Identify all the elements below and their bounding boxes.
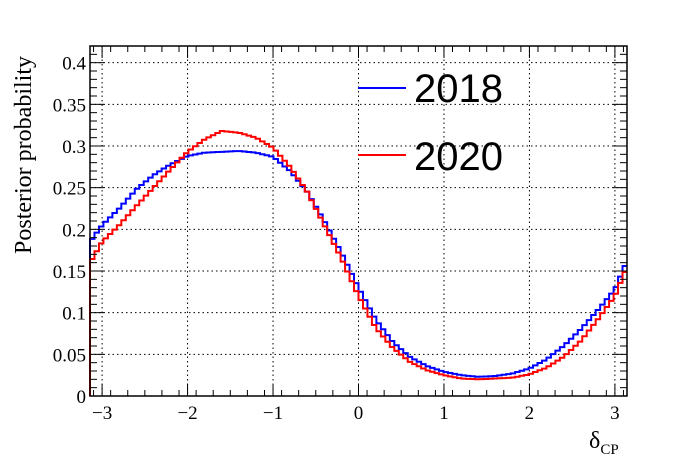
x-tick-label: −3: [92, 403, 112, 424]
series-layer: [89, 130, 627, 396]
y-tick-label: 0.3: [62, 137, 86, 158]
x-axis-label: δCP: [589, 428, 619, 458]
series-line-2020: [89, 130, 627, 396]
y-tick-label: 0.4: [62, 54, 86, 75]
y-tick-label: 0.35: [53, 95, 86, 116]
x-tick-label: 3: [610, 403, 620, 424]
x-tick-label: −2: [177, 403, 197, 424]
y-tick-label: 0.25: [53, 179, 86, 200]
y-tick-label: 0.2: [62, 220, 86, 241]
y-tick-label: 0.15: [53, 262, 86, 283]
tick-labels: −3 −2 −1 0 1 2 3 0 0.05 0.1 0.15 0.2 0.25 0.3 0.35 0.4: [53, 54, 620, 424]
x-tick-label: −1: [263, 403, 283, 424]
x-tick-label: 0: [354, 403, 364, 424]
ticks: [90, 46, 627, 397]
y-axis-label: Posterior probability: [11, 56, 37, 254]
legend-label-2018: 2018: [414, 67, 503, 111]
y-tick-label: 0: [77, 387, 87, 408]
legend: 2018 2020: [358, 67, 503, 179]
y-tick-label: 0.05: [53, 345, 86, 366]
x-tick-label: 1: [439, 403, 449, 424]
x-tick-label: 2: [525, 403, 535, 424]
legend-label-2020: 2020: [414, 135, 503, 179]
y-tick-label: 0.1: [62, 304, 86, 325]
